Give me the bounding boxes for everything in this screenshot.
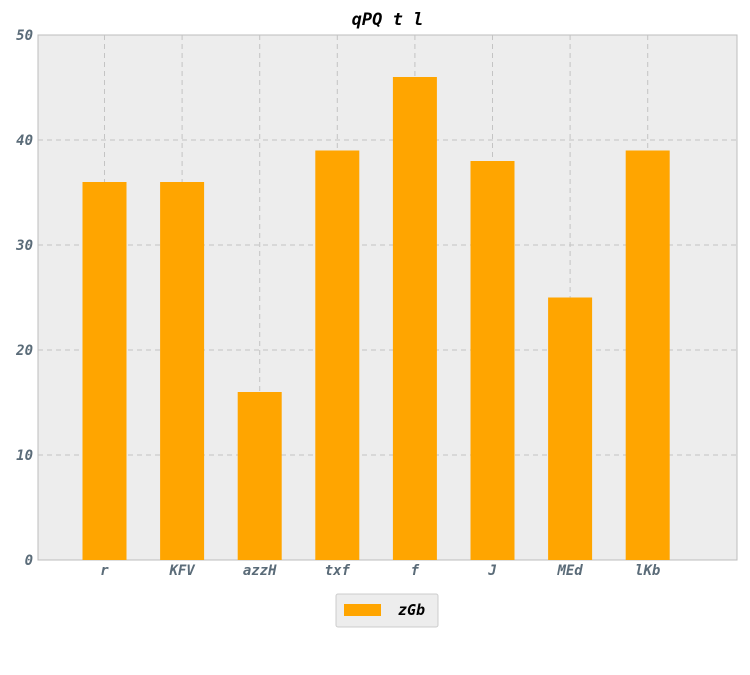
y-tick-label: 20 — [15, 343, 33, 359]
x-tick-label: azzH — [243, 563, 277, 579]
bar — [392, 77, 437, 560]
bar — [82, 182, 127, 560]
y-tick-label: 40 — [16, 133, 33, 149]
x-tick-label: f — [411, 563, 420, 579]
bar — [470, 161, 515, 560]
x-tick-label: MEd — [556, 563, 583, 579]
chart-title: qPQ t l — [352, 10, 424, 30]
x-axis-ticks: r KFV azzH txf f J MEd lKb — [100, 563, 660, 579]
bar — [625, 150, 670, 560]
bar — [237, 392, 282, 560]
y-tick-label: 0 — [25, 553, 33, 569]
y-tick-label: 10 — [16, 448, 33, 464]
y-tick-label: 30 — [15, 238, 33, 254]
bar — [548, 297, 593, 560]
y-axis-ticks: 0 10 20 30 40 50 — [15, 28, 33, 569]
legend-box — [335, 593, 439, 628]
y-tick-label: 50 — [16, 28, 33, 44]
bar — [315, 150, 360, 560]
legend-label: zGb — [398, 601, 425, 619]
bar — [160, 182, 205, 560]
bars — [82, 77, 670, 560]
x-tick-label: lKb — [635, 563, 660, 579]
x-tick-label: J — [487, 563, 496, 579]
x-tick-label: txf — [325, 563, 351, 579]
legend-swatch — [344, 604, 381, 616]
legend: zGb — [335, 593, 439, 628]
x-tick-label: r — [100, 563, 109, 579]
plot-area — [37, 34, 738, 561]
x-tick-label: KFV — [168, 563, 196, 579]
